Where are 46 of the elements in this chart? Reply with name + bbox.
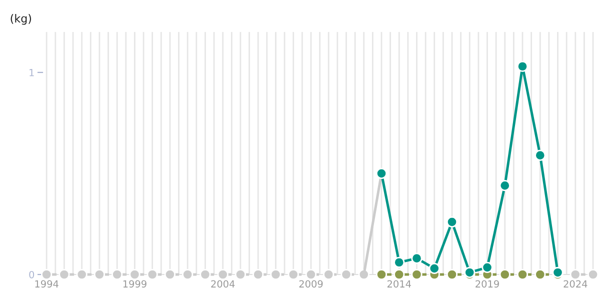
point: [516, 268, 528, 280]
point: [94, 268, 106, 280]
point: [534, 268, 546, 280]
point: [499, 268, 510, 280]
point: [499, 180, 510, 192]
point: [146, 268, 158, 280]
point: [323, 268, 334, 280]
point: [129, 268, 140, 280]
point: [570, 268, 581, 280]
point: [446, 268, 458, 280]
y-tick-label: 1: [30, 69, 34, 76]
point: [58, 268, 70, 280]
point: [376, 168, 388, 180]
x-tick-label: 1999: [123, 280, 146, 288]
point: [252, 268, 264, 280]
point: [428, 262, 440, 274]
point: [270, 268, 282, 280]
x-tick-label: 1994: [35, 280, 58, 288]
y-tick-label: 0: [29, 270, 34, 278]
point: [164, 268, 176, 280]
point: [217, 268, 228, 280]
point: [411, 268, 422, 280]
y-axis-title: (kg): [10, 14, 32, 25]
point: [182, 268, 194, 280]
point: [76, 268, 88, 280]
point: [482, 262, 493, 273]
x-tick-label: 2004: [211, 280, 235, 288]
point: [411, 252, 422, 264]
point: [305, 268, 317, 280]
point: [446, 216, 458, 228]
point: [200, 268, 211, 280]
point: [516, 60, 528, 72]
point: [234, 268, 246, 280]
point: [587, 268, 599, 280]
point: [41, 268, 52, 280]
point: [394, 268, 405, 280]
x-tick-label: 2024: [564, 280, 588, 288]
point: [534, 150, 546, 161]
point: [394, 256, 405, 268]
point: [112, 268, 123, 280]
point: [340, 268, 352, 280]
x-tick-label: 2014: [387, 280, 411, 288]
point: [376, 268, 388, 280]
x-tick-label: 2019: [476, 280, 499, 288]
x-tick-label: 2009: [299, 280, 323, 288]
point: [288, 268, 299, 280]
